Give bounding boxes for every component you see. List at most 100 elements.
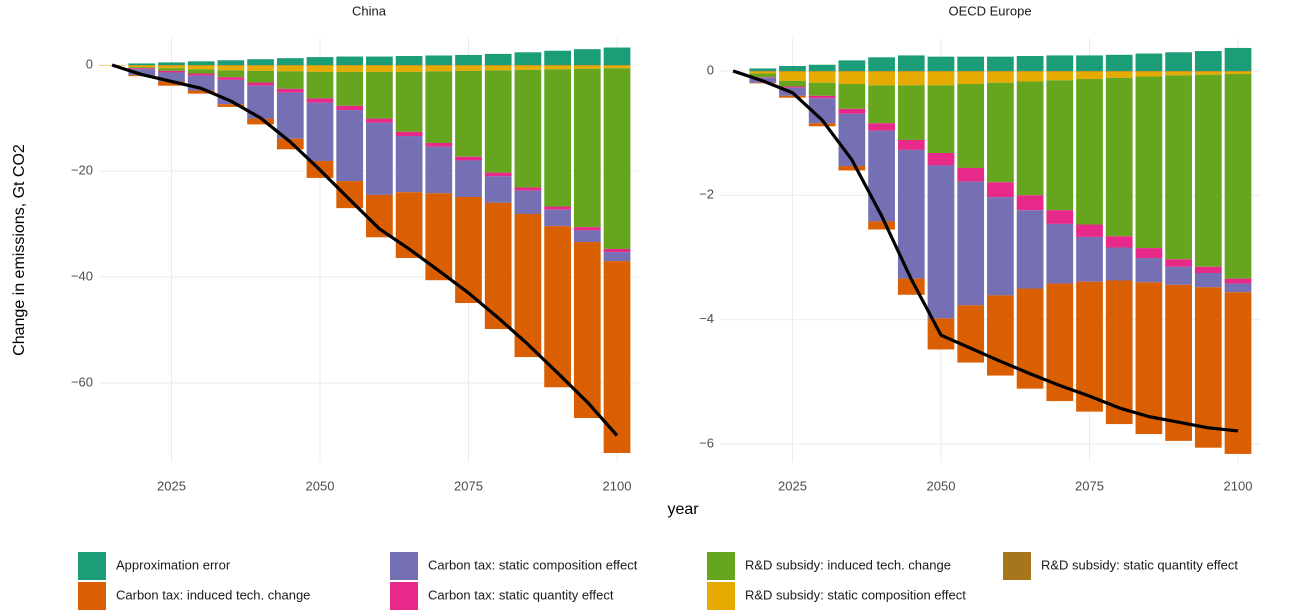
bar-segment bbox=[1046, 71, 1074, 81]
bar-segment bbox=[1105, 77, 1133, 237]
bar-segment bbox=[897, 70, 925, 72]
x-tick-label: 2100 bbox=[603, 478, 632, 493]
bar-segment bbox=[868, 130, 895, 222]
bar-segment bbox=[425, 65, 453, 66]
bar-segment bbox=[544, 206, 571, 210]
bar-segment bbox=[1224, 292, 1252, 454]
legend-swatch bbox=[390, 552, 418, 580]
bar-segment bbox=[366, 56, 393, 66]
bar-segment bbox=[868, 57, 895, 71]
legend-swatch bbox=[707, 552, 735, 580]
bar-segment bbox=[158, 70, 185, 73]
bar-segment bbox=[425, 146, 453, 194]
bar-segment bbox=[808, 95, 836, 99]
bar-segment bbox=[455, 65, 482, 66]
bar-segment bbox=[247, 82, 274, 86]
bar-segment bbox=[276, 65, 304, 72]
bar-segment bbox=[514, 65, 542, 66]
bar-segment bbox=[306, 102, 334, 161]
bar-segment bbox=[603, 65, 631, 66]
bar-segment bbox=[514, 65, 542, 70]
bar-segment bbox=[187, 61, 215, 66]
bar-segment bbox=[779, 95, 806, 98]
bar-segment bbox=[603, 261, 631, 453]
bar-segment bbox=[573, 65, 601, 66]
bar-segment bbox=[1194, 70, 1222, 72]
bar-segment bbox=[1046, 70, 1074, 72]
bar-segment bbox=[217, 65, 245, 66]
x-tick-label: 2075 bbox=[1075, 478, 1104, 493]
bar-segment bbox=[217, 104, 245, 107]
bar-segment bbox=[128, 63, 156, 66]
bar-segment bbox=[1135, 282, 1163, 435]
bar-segment bbox=[808, 123, 836, 127]
bar-segment bbox=[838, 166, 866, 171]
y-tick-label: 0 bbox=[707, 62, 714, 77]
bar-segment bbox=[1194, 287, 1222, 448]
bar-segment bbox=[484, 202, 512, 329]
bar-segment bbox=[484, 53, 512, 66]
bar-segment bbox=[779, 86, 806, 88]
bar-segment bbox=[868, 70, 895, 72]
bar-segment bbox=[1016, 288, 1044, 389]
bar-segment bbox=[306, 71, 334, 99]
bar-segment bbox=[455, 156, 482, 161]
bar-segment bbox=[1165, 70, 1192, 72]
bar-segment bbox=[808, 64, 836, 71]
bar-segment bbox=[306, 98, 334, 103]
bar-segment bbox=[1135, 53, 1163, 71]
bar-segment bbox=[395, 136, 423, 193]
bar-segment bbox=[158, 81, 185, 86]
bar-segment bbox=[158, 62, 185, 66]
bar-segment bbox=[366, 71, 393, 119]
bar-segment bbox=[544, 209, 571, 227]
bar-segment bbox=[749, 68, 777, 71]
bar-segment bbox=[1194, 74, 1222, 267]
panel-title: China bbox=[352, 3, 387, 18]
bar-segment bbox=[247, 70, 274, 83]
panel-title: OECD Europe bbox=[948, 3, 1031, 18]
bar-segment bbox=[276, 88, 304, 93]
y-tick-label: −4 bbox=[699, 311, 714, 326]
bar-segment bbox=[1135, 248, 1163, 259]
x-tick-label: 2075 bbox=[454, 478, 483, 493]
bar-segment bbox=[484, 65, 512, 66]
bar-segment bbox=[957, 181, 985, 306]
bar-segment bbox=[247, 118, 274, 125]
bar-segment bbox=[247, 65, 274, 66]
bar-segment bbox=[987, 82, 1014, 183]
bar-segment bbox=[749, 82, 777, 84]
bar-segment bbox=[897, 139, 925, 150]
bar-segment bbox=[573, 227, 601, 231]
bar-segment bbox=[128, 65, 156, 66]
bar-segment bbox=[1076, 224, 1103, 237]
bar-segment bbox=[987, 182, 1014, 198]
bar-segment bbox=[395, 65, 423, 72]
legend-swatch bbox=[707, 582, 735, 610]
bar-segment bbox=[484, 172, 512, 177]
bar-segment bbox=[927, 56, 955, 71]
bar-segment bbox=[455, 65, 482, 71]
bar-segment bbox=[276, 65, 304, 66]
bar-segment bbox=[187, 90, 215, 94]
bar-segment bbox=[366, 65, 393, 66]
bar-segment bbox=[603, 252, 631, 262]
bar-segment bbox=[1076, 70, 1103, 72]
bar-segment bbox=[749, 77, 777, 78]
bar-segment bbox=[336, 105, 364, 111]
bar-segment bbox=[779, 71, 806, 81]
bar-segment bbox=[897, 71, 925, 86]
y-tick-label: −60 bbox=[71, 374, 93, 389]
bar-segment bbox=[1194, 266, 1222, 274]
bar-segment bbox=[395, 71, 423, 132]
bar-segment bbox=[573, 68, 601, 228]
bar-segment bbox=[1135, 258, 1163, 283]
y-tick-label: −20 bbox=[71, 162, 93, 177]
bar-segment bbox=[1046, 223, 1074, 284]
bar-segment bbox=[336, 65, 364, 66]
bar-segment bbox=[1076, 236, 1103, 282]
legend-label: R&D subsidy: static quantity effect bbox=[1041, 557, 1238, 572]
bar-segment bbox=[1105, 70, 1133, 72]
bar-segment bbox=[1165, 259, 1192, 267]
bar-segment bbox=[838, 108, 866, 114]
